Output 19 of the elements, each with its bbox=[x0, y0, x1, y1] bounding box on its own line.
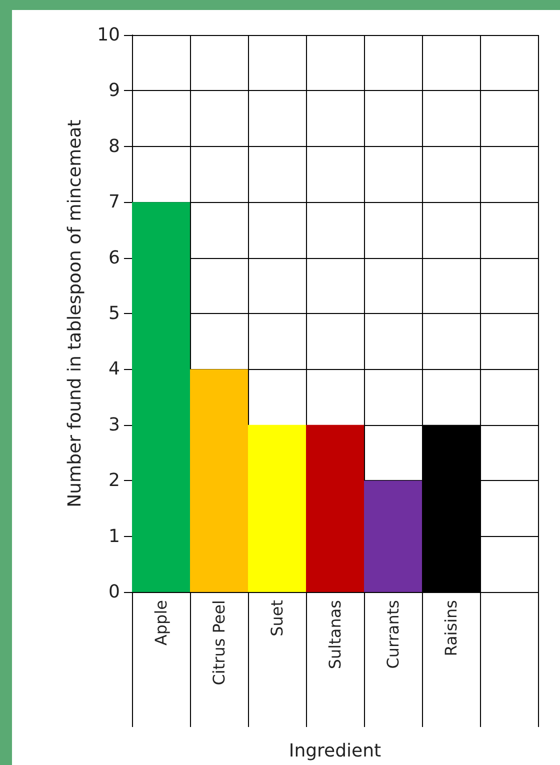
y-tick-label: 5 bbox=[108, 303, 120, 324]
y-tick-label: 7 bbox=[108, 192, 120, 213]
x-tick-label: Citrus Peel bbox=[210, 600, 228, 686]
y-tick-label: 9 bbox=[108, 80, 120, 102]
y-tick-label: 3 bbox=[108, 414, 120, 436]
y-tick-label: 6 bbox=[108, 247, 120, 268]
x-tick-label: Suet bbox=[268, 600, 286, 636]
y-axis-title: Number found in tablespoon of mincemeat bbox=[64, 120, 86, 508]
x-tick-label: Sultanas bbox=[326, 600, 344, 670]
y-tick-label: 1 bbox=[108, 526, 120, 547]
x-tick-label: Currants bbox=[384, 600, 402, 669]
x-tick-label: Raisins bbox=[442, 600, 460, 656]
y-tick-label: 8 bbox=[108, 136, 120, 157]
y-tick-label: 10 bbox=[97, 24, 120, 46]
x-axis-title: Ingredient bbox=[288, 740, 382, 762]
x-tick-label: Apple bbox=[152, 600, 170, 646]
y-tick-label: 2 bbox=[108, 470, 120, 492]
y-tick-label: 4 bbox=[108, 358, 120, 380]
y-tick-label: 0 bbox=[108, 582, 120, 602]
